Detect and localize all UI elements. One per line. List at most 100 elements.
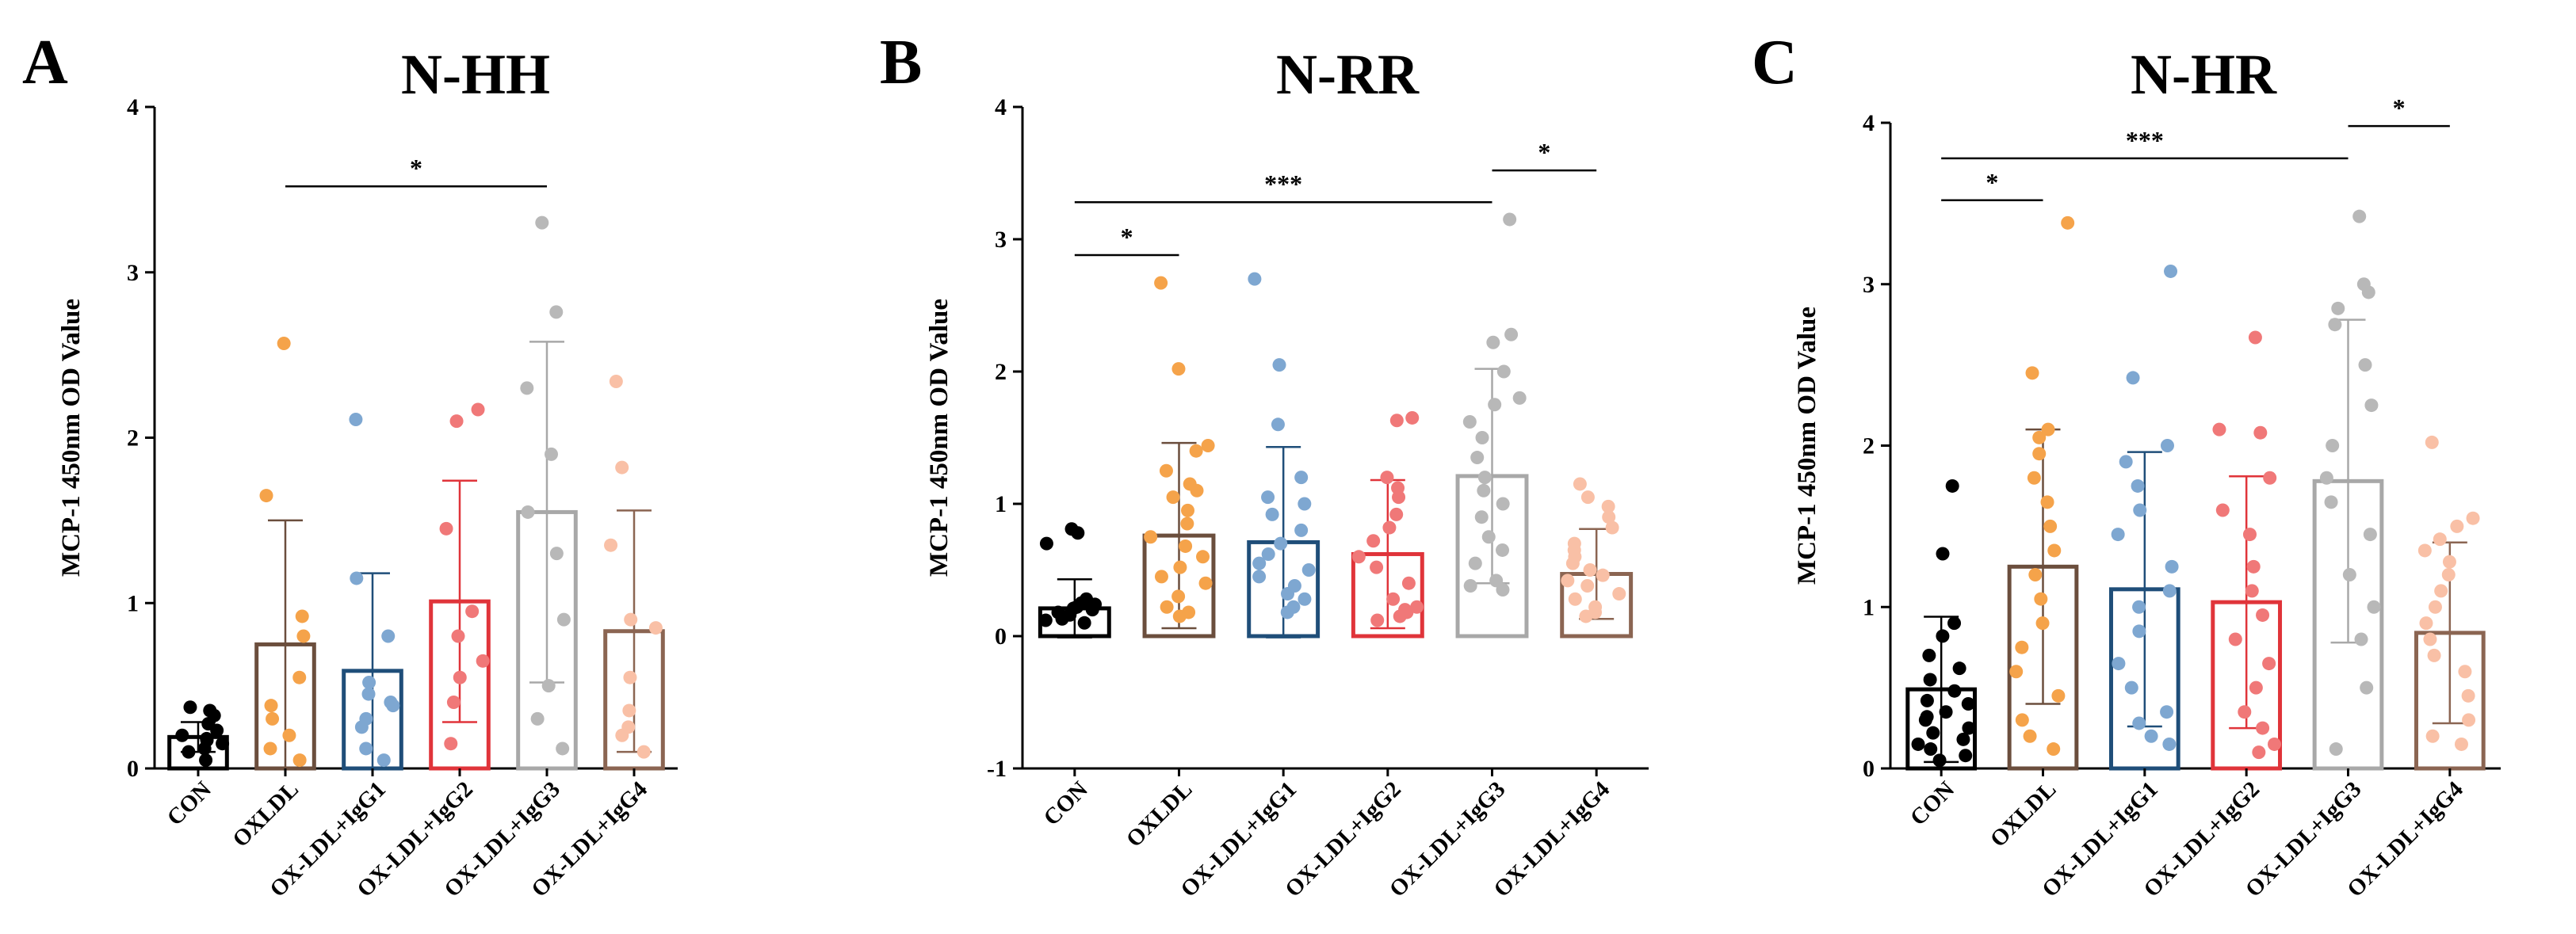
data-point	[2249, 680, 2263, 695]
data-point	[1370, 613, 1385, 627]
data-point	[446, 696, 461, 709]
data-point	[359, 711, 373, 726]
data-point	[1920, 693, 1934, 707]
data-point	[1580, 490, 1595, 505]
data-point	[2246, 559, 2261, 574]
y-tick-label: 2	[127, 425, 139, 452]
data-point	[1039, 536, 1053, 551]
data-point	[2425, 435, 2439, 449]
data-point	[1922, 648, 1936, 662]
data-point	[2160, 439, 2174, 452]
data-point	[2417, 543, 2432, 558]
data-point	[2023, 729, 2037, 743]
data-point	[1926, 726, 1940, 740]
data-point	[1272, 358, 1286, 372]
data-point	[2356, 277, 2371, 292]
panel-letter: B	[880, 28, 922, 97]
data-point	[2324, 495, 2338, 509]
significance-label: ***	[1264, 170, 1302, 198]
data-point	[556, 741, 570, 756]
data-point	[296, 629, 311, 643]
data-point	[2367, 600, 2381, 614]
y-tick-label: -1	[987, 756, 1007, 782]
data-point	[1923, 673, 1937, 687]
chart-title: N-HH	[401, 43, 550, 106]
data-point	[2028, 568, 2043, 581]
data-point	[2111, 528, 2125, 542]
data-point	[520, 381, 534, 395]
data-point	[264, 699, 278, 713]
data-point	[1924, 742, 1938, 757]
y-tick-label: 3	[1863, 272, 1875, 298]
data-point	[1475, 431, 1489, 444]
y-axis-title: MCP-1 450nm OD Value	[57, 299, 86, 577]
chart-panel-B: B N-RR MCP-1 450nm OD Value -1 0 1 2 3 4 CON OXLDL…	[880, 28, 1649, 902]
data-point	[1298, 497, 1312, 511]
data-point	[1602, 510, 1616, 524]
data-point	[2354, 632, 2368, 646]
data-point	[1171, 589, 1186, 604]
significance-label: *	[1986, 168, 1998, 196]
data-point	[2466, 511, 2480, 525]
data-point	[1391, 481, 1405, 495]
data-point	[1568, 592, 1582, 606]
data-point	[1386, 592, 1401, 606]
data-point	[1248, 272, 1262, 286]
y-tick-label: 2	[1863, 433, 1875, 459]
data-point	[2132, 716, 2146, 730]
data-point	[2358, 358, 2372, 372]
data-point	[1294, 471, 1309, 485]
data-point	[2133, 503, 2147, 517]
data-point	[549, 547, 564, 561]
data-point	[2032, 430, 2047, 444]
data-point	[2442, 555, 2456, 569]
significance-label: *	[1538, 138, 1550, 166]
data-point	[1947, 684, 1962, 698]
data-point	[295, 609, 309, 623]
data-point	[2450, 519, 2464, 533]
data-point	[1463, 579, 1477, 593]
data-point	[1051, 605, 1065, 619]
data-point	[175, 728, 189, 742]
data-point	[1183, 477, 1197, 491]
data-point	[1294, 523, 1309, 537]
data-point	[2423, 632, 2437, 646]
y-tick-label: 4	[995, 94, 1007, 120]
data-point	[1077, 616, 1091, 630]
data-point	[2162, 584, 2177, 598]
data-point	[549, 305, 564, 319]
data-point	[556, 612, 571, 627]
data-point	[1351, 550, 1366, 564]
data-point	[1144, 530, 1158, 544]
data-point	[2433, 532, 2447, 547]
data-point	[2162, 737, 2177, 751]
data-point	[1470, 451, 1485, 465]
data-point	[2061, 215, 2075, 230]
y-tick-label: 3	[127, 260, 139, 286]
data-point	[476, 654, 490, 668]
data-point	[2043, 519, 2058, 533]
y-axis-title: MCP-1 450nm OD Value	[925, 299, 954, 577]
data-point	[449, 414, 464, 429]
data-point	[2009, 665, 2024, 679]
x-tick-label: CON	[1039, 776, 1093, 830]
data-point	[1488, 398, 1502, 412]
data-point	[1171, 362, 1186, 376]
data-point	[636, 745, 651, 759]
data-point	[1154, 276, 1168, 290]
data-point	[2215, 503, 2230, 517]
data-point	[1961, 697, 1975, 711]
x-tick-label: OXLDL	[1122, 776, 1198, 852]
data-point	[1080, 592, 1094, 606]
data-point	[1512, 391, 1527, 405]
data-point	[624, 612, 638, 627]
data-point	[1166, 490, 1180, 505]
data-point	[2364, 398, 2379, 413]
data-point	[2040, 495, 2054, 509]
panel-letter: A	[22, 28, 68, 97]
data-point	[2131, 478, 2145, 493]
data-point	[2041, 422, 2055, 437]
data-point	[623, 670, 637, 684]
data-point	[1198, 576, 1213, 590]
